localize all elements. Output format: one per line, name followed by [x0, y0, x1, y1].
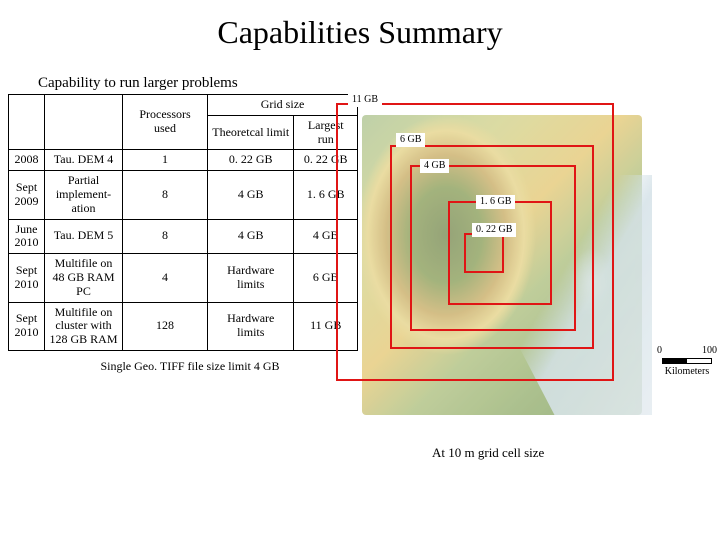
- table-cell: 4 GB: [208, 219, 294, 254]
- table-cell: 4: [123, 254, 208, 302]
- table-subtitle: Capability to run larger problems: [0, 75, 720, 92]
- scale-unit: Kilometers: [657, 366, 717, 377]
- table-cell: 8: [123, 171, 208, 219]
- scale-zero: 0: [657, 345, 662, 356]
- scale-bar-graphic: [662, 358, 712, 364]
- table-cell: 0. 22 GB: [208, 150, 294, 171]
- table-cell: 128: [123, 302, 208, 350]
- extent-label: 1. 6 GB: [476, 195, 515, 209]
- table-cell: Hardware limits: [208, 302, 294, 350]
- header-theoretical: Theoretcal limit: [208, 115, 294, 150]
- map-region: 11 GB6 GB4 GB1. 6 GB0. 22 GB 0 100 Kilom…: [362, 115, 712, 495]
- table-cell: 1: [123, 150, 208, 171]
- table-cell: Multifile on 48 GB RAM PC: [45, 254, 123, 302]
- table-body: 2008Tau. DEM 410. 22 GB0. 22 GBSept 2009…: [9, 150, 358, 351]
- table-cell: Sept 2010: [9, 302, 45, 350]
- table-row: June 2010Tau. DEM 584 GB4 GB: [9, 219, 358, 254]
- table-footnote: Single Geo. TIFF file size limit 4 GB: [40, 359, 340, 373]
- table-cell: 2008: [9, 150, 45, 171]
- header-gridsize: Grid size: [208, 95, 358, 116]
- table-cell: Sept 2009: [9, 171, 45, 219]
- table-cell: Hardware limits: [208, 254, 294, 302]
- content-area: Capability to run larger problems Proces…: [0, 75, 720, 535]
- table-cell: 8: [123, 219, 208, 254]
- scale-bar: 0 100 Kilometers: [657, 345, 717, 377]
- extent-label: 6 GB: [396, 133, 425, 147]
- header-blank-date: [9, 95, 45, 150]
- table-row: Sept 2009Partial implement-ation84 GB1. …: [9, 171, 358, 219]
- scale-max: 100: [702, 345, 717, 356]
- table-row: 2008Tau. DEM 410. 22 GB0. 22 GB: [9, 150, 358, 171]
- table-cell: Sept 2010: [9, 254, 45, 302]
- table-cell: June 2010: [9, 219, 45, 254]
- table-cell: 4 GB: [208, 171, 294, 219]
- capabilities-table: Processors used Grid size Theoretcal lim…: [8, 94, 358, 351]
- header-blank-desc: [45, 95, 123, 150]
- table-row: Sept 2010Multifile on cluster with 128 G…: [9, 302, 358, 350]
- extent-label: 4 GB: [420, 159, 449, 173]
- map-caption: At 10 m grid cell size: [432, 445, 544, 461]
- table-cell: Tau. DEM 5: [45, 219, 123, 254]
- extent-label: 0. 22 GB: [472, 223, 516, 237]
- extent-label: 11 GB: [348, 93, 382, 107]
- extent-square: [464, 233, 504, 273]
- table-cell: Tau. DEM 4: [45, 150, 123, 171]
- table-cell: Multifile on cluster with 128 GB RAM: [45, 302, 123, 350]
- table-row: Sept 2010Multifile on 48 GB RAM PC4Hardw…: [9, 254, 358, 302]
- page-title: Capabilities Summary: [0, 0, 720, 57]
- table-cell: Partial implement-ation: [45, 171, 123, 219]
- header-processors: Processors used: [123, 95, 208, 150]
